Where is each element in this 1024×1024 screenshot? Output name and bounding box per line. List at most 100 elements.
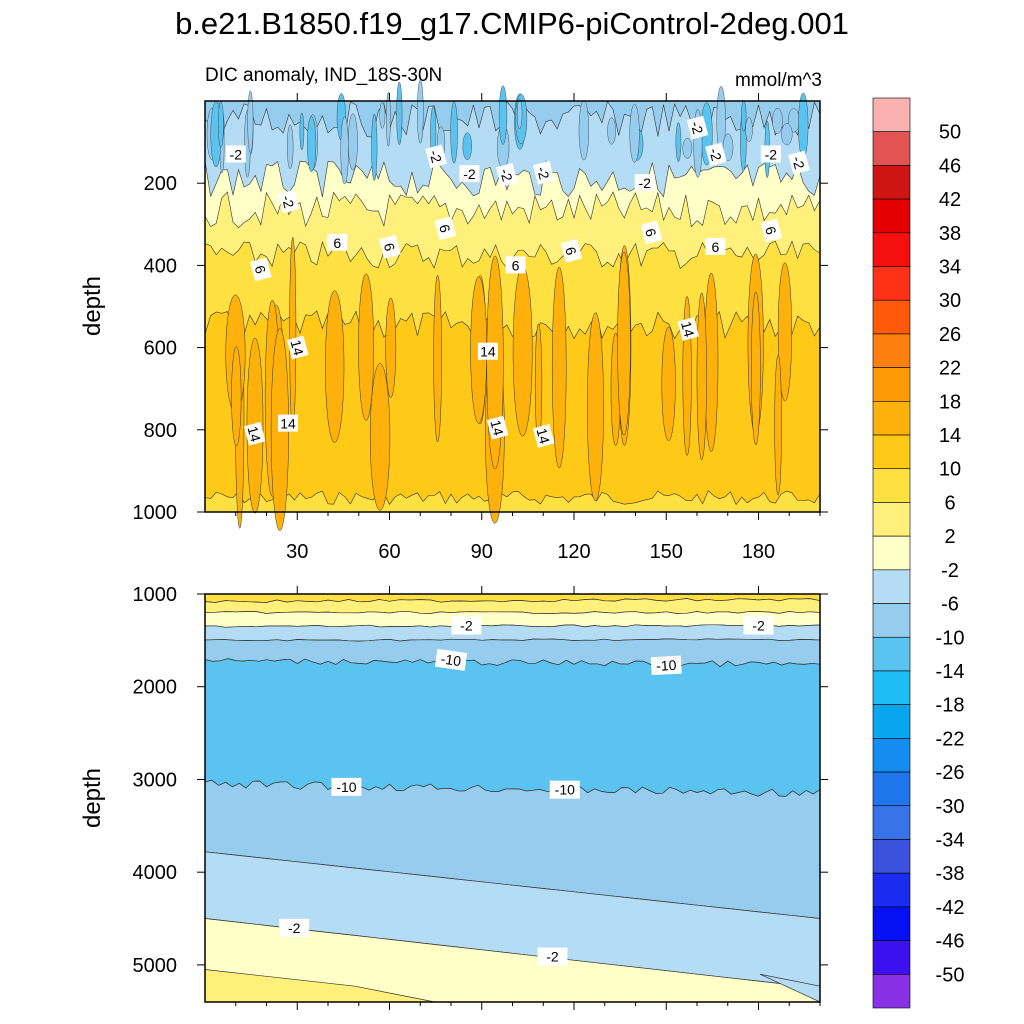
top-contour-label: 14 (286, 335, 309, 360)
top-streak (371, 113, 378, 181)
top-streak (578, 100, 589, 161)
colorbar-label: -50 (936, 964, 965, 986)
top-contour-label-text: 14 (480, 344, 496, 360)
top-contour-label: 14 (278, 414, 299, 432)
bottom-contour-label: -10 (549, 780, 580, 799)
top-contour-label-bg (505, 256, 526, 274)
top-streak (741, 100, 747, 132)
top-blob (534, 323, 543, 444)
colorbar-label: -22 (936, 728, 965, 750)
top-blob (433, 274, 442, 443)
top-ytick-label: 200 (144, 173, 177, 195)
top-contour-label-text: -2 (765, 146, 778, 162)
top-contour-label: 6 (434, 216, 457, 241)
top-contour-label-text: 6 (642, 227, 660, 239)
bottom-ytick-label: 5000 (133, 955, 178, 977)
top-blob (325, 290, 345, 443)
colorbar-swatch (872, 434, 911, 470)
bottom-ylabel: depth (79, 768, 106, 828)
top-contour-label-bg (677, 317, 700, 341)
top-contour-label: 6 (560, 239, 583, 263)
bottom-contour-label-text: -2 (288, 920, 301, 936)
top-contour-label-bg (379, 234, 401, 259)
top-contour-label-bg (760, 218, 783, 243)
top-subtitle: DIC anomaly, IND_18S-30N (205, 65, 442, 86)
colorbar-label: -2 (941, 560, 959, 582)
top-contour-label-bg (560, 239, 583, 263)
top-contour-label-text: 6 (512, 257, 520, 273)
top-contour-label: 14 (477, 342, 498, 360)
top-streak (348, 113, 358, 171)
top-contour-label-bg (425, 144, 447, 169)
top-contour-label-text: -2 (497, 167, 516, 183)
top-streak (798, 92, 809, 159)
top-contour-label-text: -2 (638, 175, 651, 191)
top-blob (774, 354, 782, 496)
colorbar-swatch (872, 131, 911, 166)
top-streak (306, 116, 317, 173)
top-axes: 200 400 600 800 1000 30 60 90 120 150 180 (133, 93, 828, 563)
colorbar-swatch (872, 165, 911, 200)
colorbar-label: -6 (941, 594, 959, 616)
colorbar-label: -26 (936, 762, 965, 784)
top-xtick-label: 180 (742, 541, 775, 563)
top-contour-label-text: 6 (762, 225, 780, 237)
colorbar-swatch (872, 333, 911, 368)
colorbar-swatch (872, 636, 911, 672)
bottom-band (204, 598, 821, 614)
top-contour-label-text: -2 (789, 155, 808, 171)
top-streak (462, 132, 472, 160)
top-streak (772, 108, 783, 134)
colorbar-label: 50 (939, 122, 961, 144)
colorbar-swatch (872, 502, 911, 537)
bottom-ytick-label: 4000 (133, 862, 178, 884)
bottom-ytick-label: 1000 (133, 584, 178, 606)
bottom-contour-label: -10 (434, 648, 468, 671)
top-streak (498, 85, 508, 145)
bottom-contour-label-text: -10 (656, 657, 677, 674)
top-blob (751, 291, 761, 446)
top-contour-label: -2 (705, 142, 727, 167)
bottom-contour-label-bg (279, 918, 310, 937)
bottom-band (204, 658, 821, 797)
top-contour-label-text: -2 (463, 166, 476, 182)
colorbar-label: -42 (936, 897, 965, 919)
top-contour-label-text: 14 (487, 418, 507, 437)
top-streak (287, 124, 294, 169)
bottom-contour-label-text: -10 (336, 779, 356, 795)
bottom-contour-label-bg (451, 616, 482, 635)
colorbar-label: 46 (939, 155, 961, 177)
top-xtick-label: 90 (471, 541, 493, 563)
colorbar-swatch (872, 973, 911, 1009)
top-streak (745, 117, 753, 142)
top-contour-label-bg (496, 162, 518, 187)
colorbar-swatch (872, 97, 911, 133)
top-contour-label-text: -2 (230, 146, 243, 162)
bottom-ytick-label: 3000 (133, 769, 178, 791)
top-contour-label-text: 6 (436, 223, 454, 235)
top-streak (516, 99, 523, 129)
top-contour-label-text: 6 (712, 239, 720, 255)
top-blob (358, 273, 374, 421)
colorbar-label: 18 (939, 391, 961, 413)
bottom-band (204, 624, 821, 642)
colorbar-label: -18 (936, 695, 965, 717)
bottom-contour-label-bg (537, 947, 568, 966)
colorbar-swatch (872, 569, 911, 604)
top-contour-label: -2 (532, 160, 555, 185)
top-streak (386, 92, 391, 147)
top-contour-label: -2 (225, 145, 246, 163)
top-contour-label-text: 6 (562, 245, 580, 257)
colorbar-label: 2 (944, 526, 955, 548)
top-contour-label-text: -2 (688, 120, 707, 136)
top-contour-label: 6 (505, 256, 526, 274)
top-streak (379, 102, 386, 129)
colorbar-label: -46 (936, 931, 965, 953)
top-contour-label: -2 (425, 144, 447, 169)
bottom-contour-label: -2 (537, 947, 568, 966)
top-contour-label-bg (225, 145, 246, 163)
top-contour-label-text: 6 (381, 241, 399, 253)
top-blob (587, 312, 604, 502)
colorbar-label: 10 (939, 459, 961, 481)
